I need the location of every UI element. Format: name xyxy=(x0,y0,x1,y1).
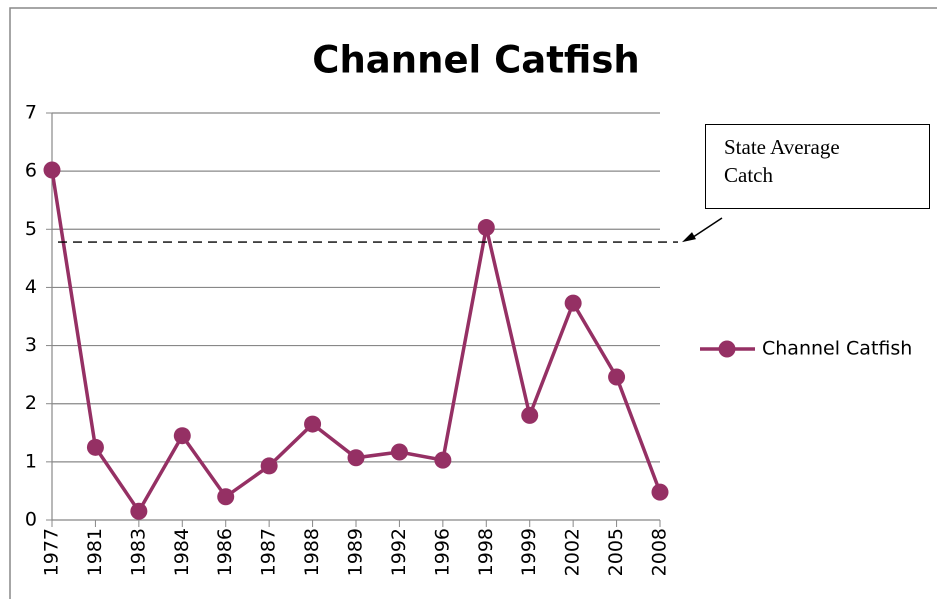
point xyxy=(477,219,495,237)
y-tick-label: 1 xyxy=(25,450,37,472)
x-tick-label: 2002 xyxy=(562,528,584,576)
point xyxy=(86,438,104,456)
point xyxy=(217,488,235,506)
point xyxy=(564,294,582,312)
point xyxy=(347,449,365,467)
point xyxy=(130,502,148,520)
y-tick-label: 2 xyxy=(25,392,37,414)
annotation-arrowhead xyxy=(682,232,696,243)
annotation-text: State Average Catch xyxy=(724,135,840,187)
y-tick-label: 7 xyxy=(25,102,37,124)
y-tick-label: 5 xyxy=(25,218,37,240)
x-tick-label: 1987 xyxy=(258,528,280,576)
point xyxy=(173,427,191,445)
y-tick-label: 0 xyxy=(25,509,37,531)
x-tick-label: 1981 xyxy=(84,528,106,576)
chart-frame xyxy=(9,7,937,599)
point xyxy=(651,483,669,501)
point xyxy=(390,443,408,461)
x-tick-label: 1999 xyxy=(518,528,540,576)
y-tick-label: 6 xyxy=(25,160,37,182)
point xyxy=(43,161,61,179)
point xyxy=(521,406,539,424)
chart-title: Channel Catfish xyxy=(312,39,639,82)
point xyxy=(608,368,626,386)
point xyxy=(434,451,452,469)
x-tick-label: 1989 xyxy=(345,528,367,576)
annotation-box: State Average Catch xyxy=(705,124,930,209)
x-tick-label: 1988 xyxy=(301,528,323,576)
annotation-arrow xyxy=(689,217,723,240)
x-tick-label: 1977 xyxy=(41,528,63,576)
x-tick-label: 1983 xyxy=(127,528,149,576)
x-tick-label: 1992 xyxy=(388,528,410,576)
x-tick-label: 1984 xyxy=(171,528,193,576)
y-tick-label: 3 xyxy=(25,334,37,356)
x-tick-label: 2005 xyxy=(605,528,627,576)
y-tick-label: 4 xyxy=(25,276,37,298)
x-tick-label: 2008 xyxy=(649,528,671,576)
legend-label: Channel Catfish xyxy=(762,338,912,360)
x-tick-label: 1986 xyxy=(214,528,236,576)
x-tick-label: 1996 xyxy=(431,528,453,576)
point xyxy=(260,457,278,475)
x-tick-label: 1998 xyxy=(475,528,497,576)
point xyxy=(304,415,322,433)
legend-marker xyxy=(718,340,736,358)
